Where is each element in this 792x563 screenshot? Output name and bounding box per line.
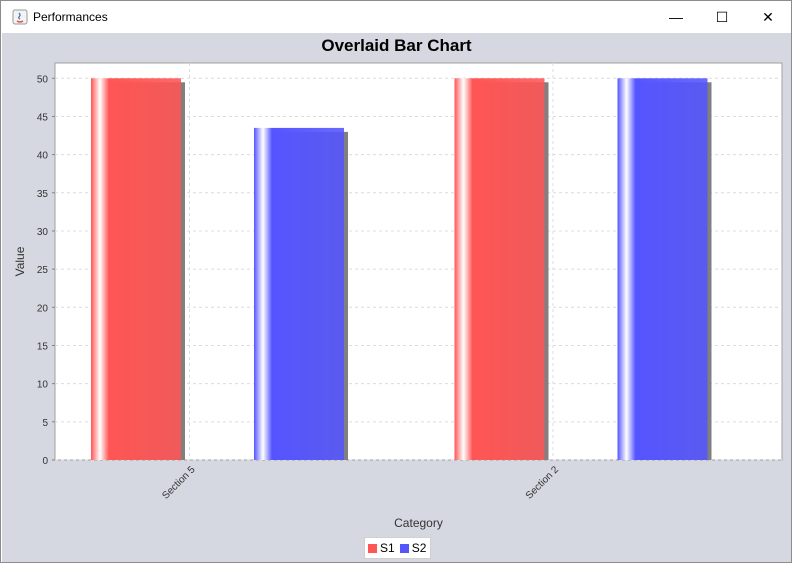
y-tick-label: 0 bbox=[42, 456, 48, 467]
legend-label: S2 bbox=[411, 541, 427, 555]
legend-swatch bbox=[368, 543, 377, 553]
y-tick-label: 5 bbox=[42, 418, 48, 429]
y-tick-label: 15 bbox=[37, 341, 49, 352]
y-tick-label: 10 bbox=[37, 380, 49, 391]
y-tick-label: 25 bbox=[37, 265, 49, 276]
maximize-button[interactable]: ☐ bbox=[699, 1, 745, 33]
chart-panel: Overlaid Bar Chart 0 5 10 15 20 25 30 35 40 45 50 S… bbox=[2, 33, 791, 562]
title-bar[interactable]: Performances — ☐ ✕ bbox=[1, 1, 791, 33]
window-title: Performances bbox=[33, 10, 108, 24]
close-button[interactable]: ✕ bbox=[745, 1, 791, 33]
x-tick-label: Section 5 bbox=[160, 464, 198, 502]
legend-label: S1 bbox=[380, 541, 395, 555]
bar-s1 bbox=[454, 78, 545, 460]
x-tick-label: Section 2 bbox=[524, 464, 562, 502]
y-tick-label: 20 bbox=[37, 303, 49, 314]
java-app-icon bbox=[12, 9, 28, 25]
y-tick-label: 35 bbox=[37, 189, 49, 200]
bar-chart: 0 5 10 15 20 25 30 35 40 45 50 Section 5 Section 2 Ca… bbox=[13, 62, 783, 530]
y-tick-label: 40 bbox=[37, 151, 49, 162]
y-tick-label: 45 bbox=[37, 112, 49, 123]
maximize-icon: ☐ bbox=[715, 8, 729, 25]
y-tick-label: 30 bbox=[37, 227, 49, 238]
bar-s2 bbox=[617, 78, 708, 460]
close-icon: ✕ bbox=[762, 8, 774, 25]
y-axis-label: Value bbox=[13, 246, 27, 276]
bar-s2 bbox=[254, 127, 344, 461]
legend-item-s1: S1 bbox=[368, 541, 395, 555]
legend-item-s2: S2 bbox=[399, 541, 427, 555]
minimize-icon: — bbox=[669, 9, 683, 25]
x-axis-label: Category bbox=[394, 516, 443, 530]
minimize-button[interactable]: — bbox=[653, 1, 699, 33]
bar-s1 bbox=[91, 78, 181, 460]
legend-swatch bbox=[399, 543, 409, 553]
chart-title: Overlaid Bar Chart bbox=[321, 36, 472, 55]
y-tick-label: 50 bbox=[37, 74, 49, 85]
legend: S1 S2 bbox=[364, 537, 431, 559]
